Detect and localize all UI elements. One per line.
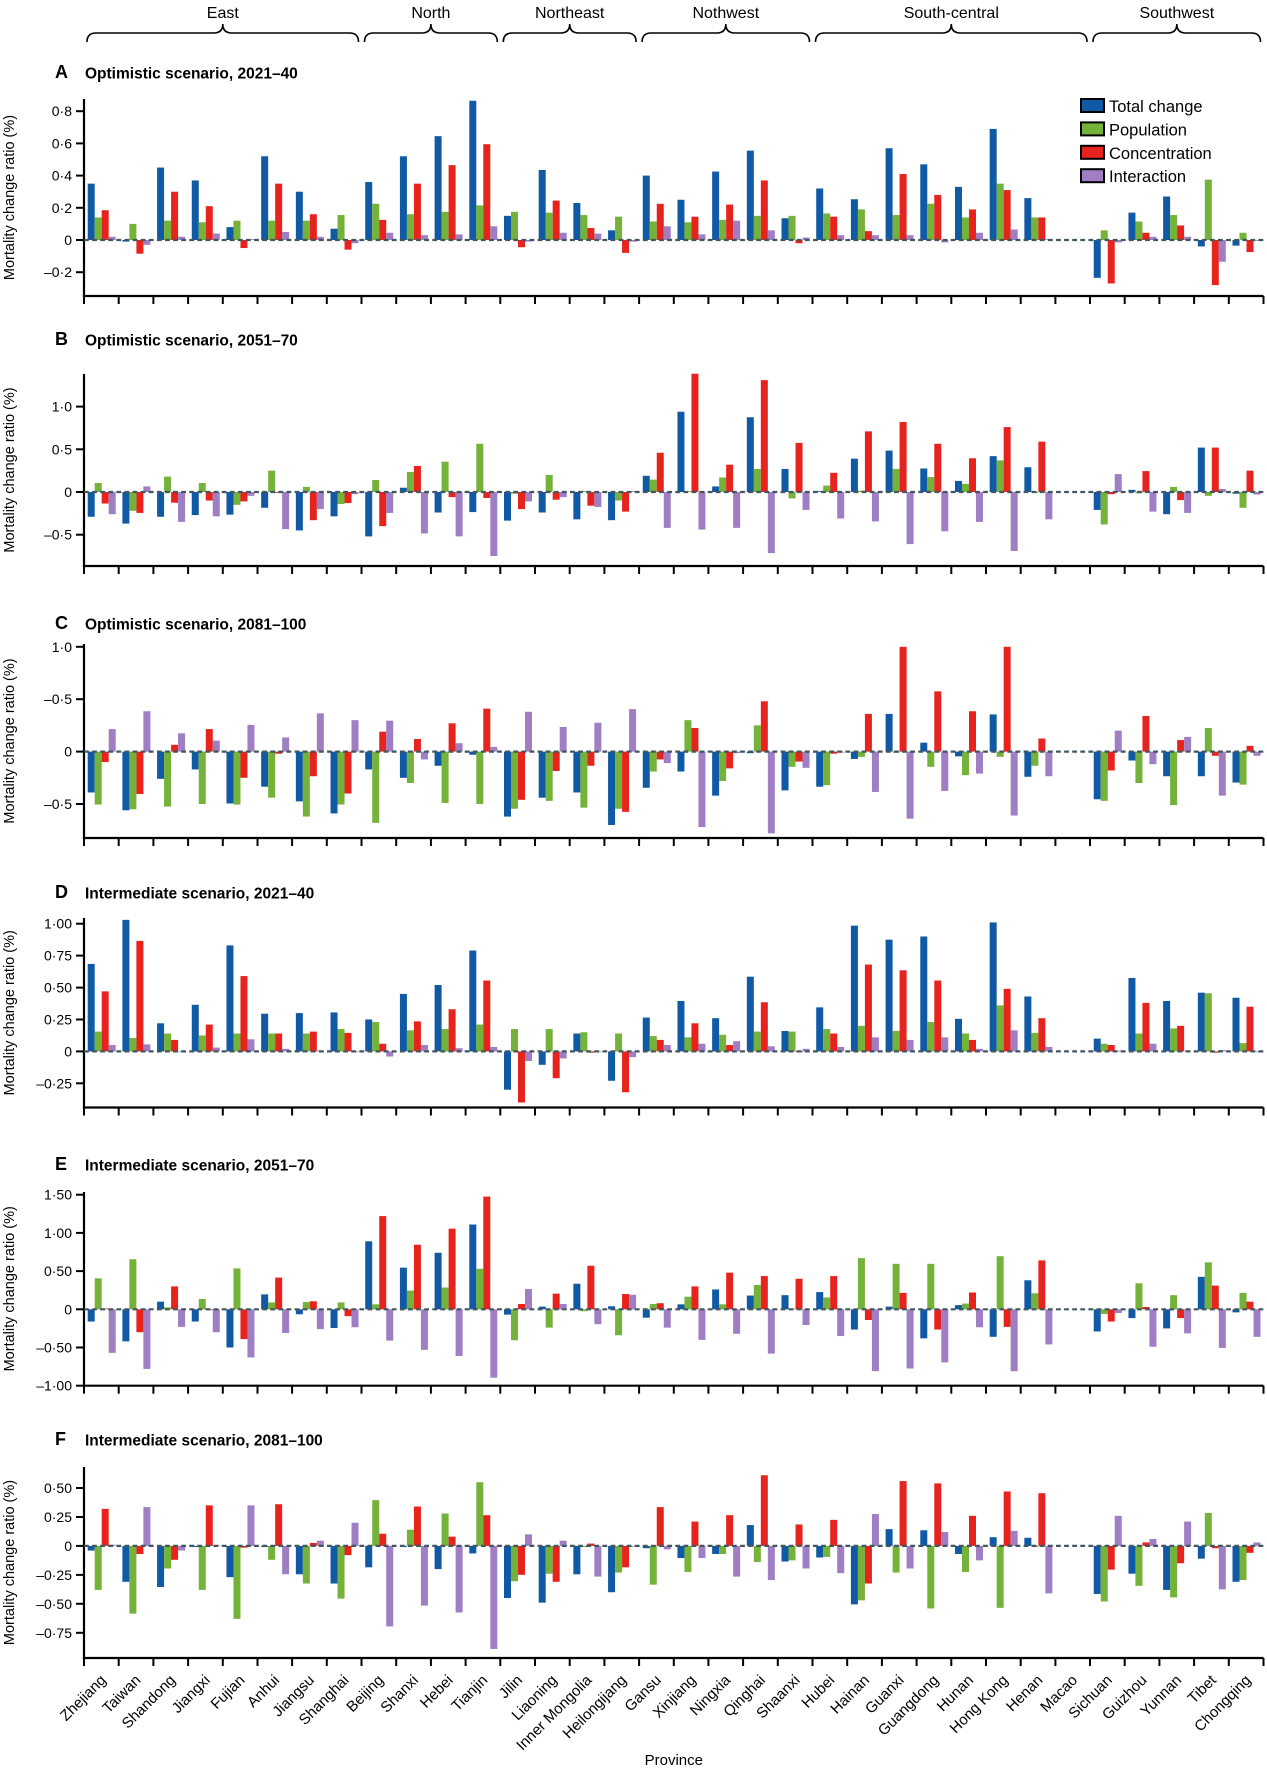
svg-text:0: 0 [64,744,72,760]
svg-text:0·50: 0·50 [44,1263,72,1279]
svg-text:0·50: 0·50 [44,980,72,996]
svg-text:Interaction: Interaction [1109,168,1186,186]
svg-text:Mortality change ratio (%): Mortality change ratio (%) [2,115,18,280]
svg-text:0·6: 0·6 [52,135,72,151]
svg-text:0·25: 0·25 [44,1509,72,1525]
svg-text:0: 0 [64,232,72,248]
svg-text:0: 0 [64,1538,72,1554]
svg-text:Nothwest: Nothwest [692,5,759,22]
svg-text:0·75: 0·75 [44,948,72,964]
svg-text:–0·75: –0·75 [36,1625,72,1641]
svg-text:1·0: 1·0 [52,399,72,415]
svg-text:0: 0 [64,1301,72,1317]
svg-text:Optimistic scenario, 2021–40: Optimistic scenario, 2021–40 [85,66,298,83]
svg-text:0·50: 0·50 [44,1480,72,1496]
svg-text:0·25: 0·25 [44,1012,72,1028]
svg-text:Mortality change ratio (%): Mortality change ratio (%) [2,658,18,823]
svg-text:–0·5: –0·5 [44,691,72,707]
svg-text:1·0: 1·0 [52,639,72,655]
svg-text:B: B [55,329,68,349]
svg-text:Intermediate scenario, 2021–40: Intermediate scenario, 2021–40 [85,886,314,903]
svg-text:0: 0 [64,484,72,500]
svg-text:–0·50: –0·50 [36,1596,72,1612]
svg-text:East: East [207,5,240,22]
svg-text:–0·25: –0·25 [36,1075,72,1091]
svg-text:North: North [411,5,450,22]
svg-text:F: F [55,1429,66,1449]
svg-text:0: 0 [64,1043,72,1059]
svg-text:South-central: South-central [904,5,999,22]
svg-text:1·00: 1·00 [44,916,72,932]
svg-text:–0·2: –0·2 [44,264,72,280]
svg-text:Mortality change ratio (%): Mortality change ratio (%) [2,387,18,552]
svg-text:1·50: 1·50 [44,1187,72,1203]
svg-text:Concentration: Concentration [1109,145,1212,163]
svg-text:Mortality change ratio (%): Mortality change ratio (%) [2,1480,18,1645]
svg-text:Mortality change ratio (%): Mortality change ratio (%) [2,930,18,1095]
svg-text:Mortality change ratio (%): Mortality change ratio (%) [2,1206,18,1371]
svg-text:Optimistic scenario, 2051–70: Optimistic scenario, 2051–70 [85,333,298,350]
svg-text:0·2: 0·2 [52,200,72,216]
svg-text:C: C [55,613,68,633]
svg-text:0·5: 0·5 [52,441,72,457]
svg-text:Southwest: Southwest [1139,5,1214,22]
svg-text:Northeast: Northeast [535,5,605,22]
svg-text:A: A [55,62,68,82]
svg-text:Total change: Total change [1109,98,1203,116]
svg-text:0·8: 0·8 [52,103,72,119]
svg-text:–1·00: –1·00 [36,1378,72,1394]
svg-text:Province: Province [645,1752,703,1769]
svg-text:–0·5: –0·5 [44,796,72,812]
svg-text:E: E [55,1154,67,1174]
svg-text:Population: Population [1109,121,1187,139]
svg-text:–0·50: –0·50 [36,1340,72,1356]
svg-text:–0·5: –0·5 [44,527,72,543]
svg-text:1·00: 1·00 [44,1225,72,1241]
svg-text:D: D [55,882,68,902]
svg-text:–0·25: –0·25 [36,1567,72,1583]
svg-text:Intermediate scenario, 2051–70: Intermediate scenario, 2051–70 [85,1158,314,1175]
svg-text:Intermediate scenario, 2081–10: Intermediate scenario, 2081–100 [85,1433,323,1450]
svg-text:Optimistic scenario, 2081–100: Optimistic scenario, 2081–100 [85,617,306,634]
svg-text:0·4: 0·4 [52,168,72,184]
